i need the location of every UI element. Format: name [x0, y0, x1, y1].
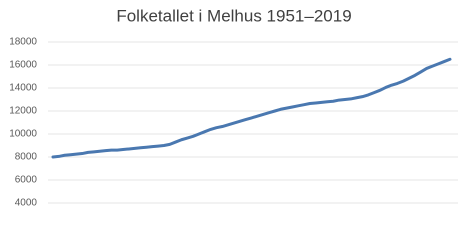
y-tick-label: 8000 — [15, 152, 38, 163]
y-tick-label: 16000 — [9, 60, 37, 71]
y-tick-label: 12000 — [9, 106, 37, 117]
page: {"chart_data": {"type": "line", "title":… — [9, 6, 458, 209]
data-line — [51, 57, 452, 159]
y-tick-label: 6000 — [15, 175, 38, 186]
chart: Folketallet i Melhus 1951–2019 4000 6000 8… — [9, 6, 458, 209]
y-tick-label: 10000 — [9, 129, 37, 140]
y-tick-label: 14000 — [9, 83, 37, 94]
y-tick-label: 18000 — [9, 37, 37, 48]
y-tick-label: 4000 — [15, 198, 38, 209]
chart-title: Folketallet i Melhus 1951–2019 — [116, 6, 351, 25]
